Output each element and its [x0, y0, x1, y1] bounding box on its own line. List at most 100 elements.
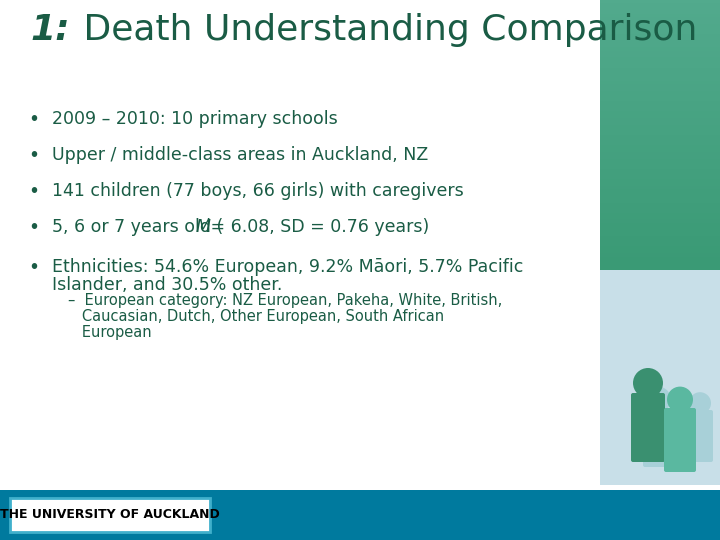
Bar [600, 152, 720, 156]
Bar [600, 192, 720, 195]
FancyBboxPatch shape [631, 393, 665, 462]
Bar [600, 206, 720, 209]
Bar [600, 159, 720, 162]
Text: M: M [196, 218, 211, 236]
Bar [600, 115, 720, 118]
Bar [600, 179, 720, 183]
Bar [600, 162, 720, 165]
Bar [600, 47, 720, 51]
Bar [600, 219, 720, 222]
Text: 141 children (77 boys, 66 girls) with caregivers: 141 children (77 boys, 66 girls) with ca… [52, 182, 464, 200]
Bar [600, 51, 720, 54]
Text: 2009 – 2010: 10 primary schools: 2009 – 2010: 10 primary schools [52, 110, 338, 128]
Text: •: • [28, 146, 40, 165]
Text: 5, 6 or 7 years old (: 5, 6 or 7 years old ( [52, 218, 223, 236]
Bar [600, 125, 720, 128]
Bar [600, 10, 720, 14]
Text: •: • [28, 182, 40, 201]
Bar [600, 14, 720, 17]
Text: THE UNIVERSITY OF AUCKLAND: THE UNIVERSITY OF AUCKLAND [0, 509, 220, 522]
Bar [600, 3, 720, 6]
Bar [600, 233, 720, 237]
Bar [600, 216, 720, 219]
Text: European: European [68, 325, 152, 340]
Bar [600, 240, 720, 243]
Text: Islander, and 30.5% other.: Islander, and 30.5% other. [52, 276, 282, 294]
Bar [600, 226, 720, 230]
Bar [600, 246, 720, 249]
Bar [600, 30, 720, 33]
Bar [600, 24, 720, 27]
Bar [600, 94, 720, 98]
Bar [600, 237, 720, 240]
Bar [600, 68, 720, 71]
Bar [600, 132, 720, 135]
Bar [600, 165, 720, 168]
Bar [600, 213, 720, 216]
Bar [10, 498, 210, 532]
Bar [600, 141, 720, 145]
Bar [600, 6, 720, 10]
Bar [600, 74, 720, 78]
Bar [600, 91, 720, 94]
Bar [600, 118, 720, 122]
Bar [600, 260, 720, 263]
Bar [600, 71, 720, 74]
Bar [600, 176, 720, 179]
Bar [600, 256, 720, 260]
Bar [600, 111, 720, 115]
Bar [600, 40, 720, 44]
Text: = 6.08, SD = 0.76 years): = 6.08, SD = 0.76 years) [205, 218, 429, 236]
Bar [600, 128, 720, 132]
Bar [600, 263, 720, 267]
Bar [600, 102, 720, 105]
Text: •: • [28, 218, 40, 237]
Bar [600, 148, 720, 152]
Bar [600, 64, 720, 68]
Text: Ethnicities: 54.6% European, 9.2% Māori, 5.7% Pacific: Ethnicities: 54.6% European, 9.2% Māori,… [52, 258, 523, 276]
Text: Death Understanding Comparison: Death Understanding Comparison [72, 13, 698, 47]
Bar [600, 156, 720, 159]
Bar [600, 195, 720, 199]
Bar [600, 199, 720, 202]
Text: •: • [28, 258, 40, 277]
Ellipse shape [689, 392, 711, 414]
Bar [600, 172, 720, 176]
Bar [0, 490, 720, 540]
Ellipse shape [667, 387, 693, 413]
Bar [600, 209, 720, 213]
Bar [600, 60, 720, 64]
Ellipse shape [645, 387, 671, 413]
Bar [600, 253, 720, 256]
Bar [600, 54, 720, 57]
Bar [600, 87, 720, 91]
Text: •: • [28, 110, 40, 129]
Bar [600, 81, 720, 84]
Bar [600, 20, 720, 24]
Bar [600, 230, 720, 233]
Bar [600, 145, 720, 149]
Bar [600, 138, 720, 141]
Bar [600, 98, 720, 102]
Bar [600, 33, 720, 37]
Text: Caucasian, Dutch, Other European, South African: Caucasian, Dutch, Other European, South … [68, 309, 444, 324]
Bar [600, 249, 720, 253]
Text: 1:: 1: [30, 13, 70, 47]
Bar [600, 0, 720, 3]
Bar [600, 122, 720, 125]
Bar [600, 44, 720, 47]
Bar [600, 78, 720, 81]
Ellipse shape [633, 368, 663, 398]
Bar [600, 135, 720, 138]
Bar [600, 17, 720, 20]
Bar [600, 243, 720, 246]
Bar [600, 186, 720, 189]
FancyBboxPatch shape [687, 410, 713, 462]
Text: –  European category: NZ European, Pakeha, White, British,: – European category: NZ European, Pakeha… [68, 293, 503, 308]
Bar [600, 202, 720, 206]
Bar [600, 267, 720, 270]
Bar [600, 84, 720, 87]
Bar [600, 37, 720, 40]
Bar [600, 168, 720, 172]
Bar [600, 27, 720, 30]
